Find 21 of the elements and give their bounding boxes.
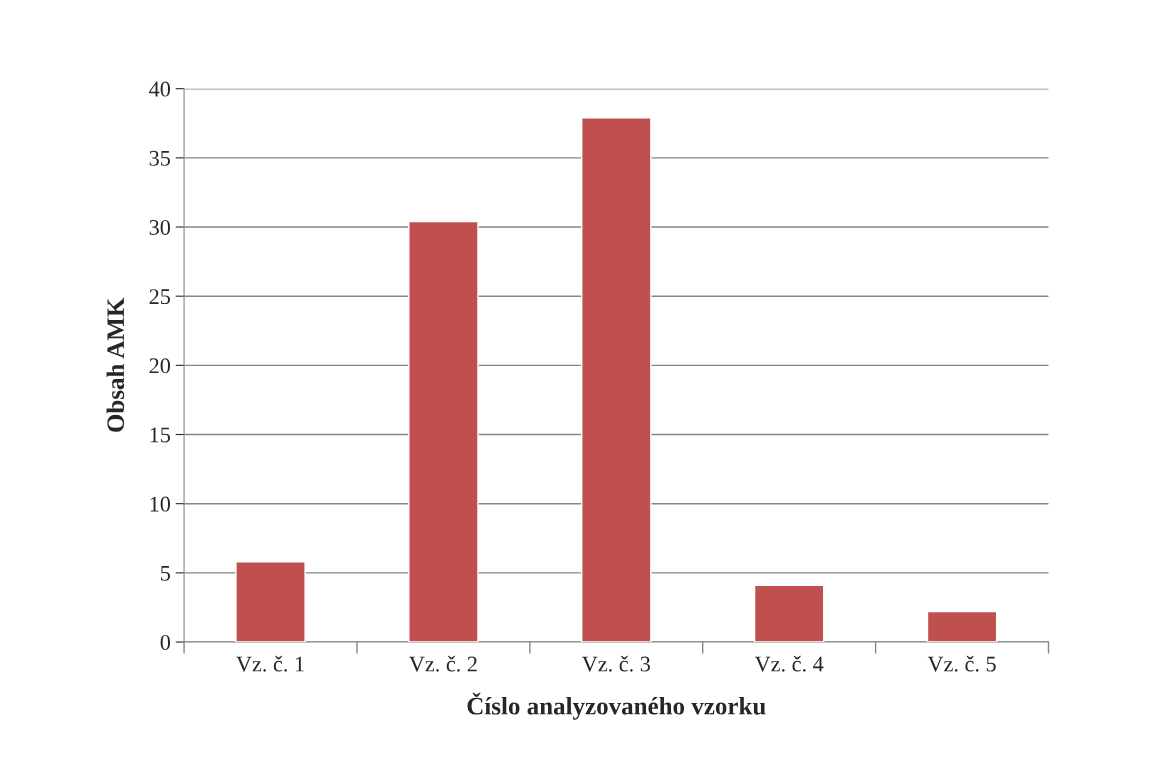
y-tick-label: 20 bbox=[149, 358, 171, 374]
bar bbox=[408, 220, 479, 643]
y-tick-label: 15 bbox=[150, 427, 171, 443]
y-tick-label: 40 bbox=[149, 81, 171, 97]
y-tick-label: 5 bbox=[161, 566, 171, 581]
y-tick-label: 10 bbox=[150, 496, 171, 512]
y-tick-label: 35 bbox=[149, 150, 171, 166]
x-tick-label: Vz. č. 2 bbox=[409, 655, 477, 672]
bar bbox=[753, 584, 825, 643]
y-axis-title: Obsah AMK bbox=[106, 297, 125, 432]
x-tick-label: Vz. č. 4 bbox=[754, 655, 824, 672]
bar bbox=[926, 610, 998, 643]
x-tick-label: Vz. č. 3 bbox=[581, 655, 650, 672]
bar bbox=[235, 561, 306, 643]
x-tick-label: Vz. č. 1 bbox=[236, 655, 304, 672]
y-tick-label: 0 bbox=[160, 634, 171, 650]
y-tick-label: 30 bbox=[149, 219, 171, 235]
x-axis-title: Číslo analyzovaného vzorku bbox=[467, 692, 766, 720]
bar bbox=[581, 117, 652, 643]
x-tick-label: Vz. č. 5 bbox=[927, 655, 996, 672]
y-tick-label: 25 bbox=[149, 289, 171, 305]
